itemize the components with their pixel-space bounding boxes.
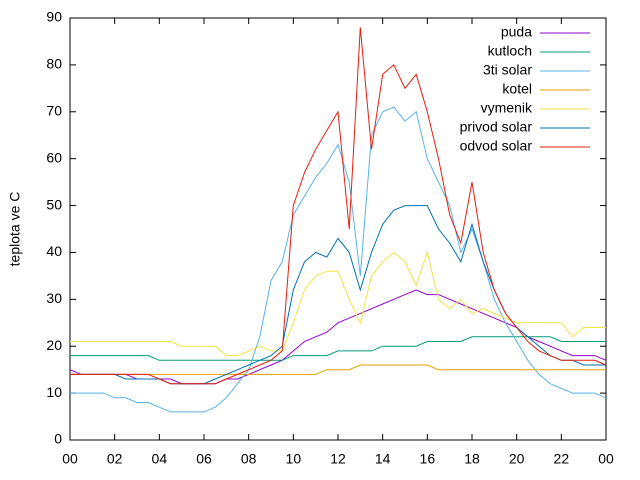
y-tick-label: 30 [46,290,62,306]
legend-label: puda [501,24,532,40]
x-tick-label: 12 [330,451,346,467]
series-line [70,27,607,385]
series-line [70,106,607,413]
x-tick-label: 18 [464,451,480,467]
x-tick-label: 00 [598,451,614,467]
legend-label: 3ti solar [483,62,532,78]
x-tick-label: 00 [62,451,78,467]
y-tick-label: 10 [46,384,62,400]
y-tick-label: 90 [46,9,62,25]
x-tick-label: 20 [509,451,525,467]
legend-label: privod solar [460,119,533,135]
y-tick-label: 80 [46,56,62,72]
x-tick-label: 14 [375,451,391,467]
y-tick-label: 20 [46,337,62,353]
legend-label: kutloch [488,43,532,59]
y-tick-label: 50 [46,196,62,212]
x-tick-label: 22 [554,451,570,467]
legend-label: vymenik [481,100,533,116]
x-tick-label: 06 [196,451,212,467]
x-tick-label: 10 [286,451,302,467]
x-tick-label: 04 [152,451,168,467]
series-line [70,364,606,375]
legend-label: odvod solar [460,138,533,154]
x-tick-label: 08 [241,451,257,467]
y-tick-label: 60 [46,149,62,165]
y-tick-label: 70 [46,102,62,118]
series-line [70,336,606,361]
y-axis-label: teplota ve C [7,192,23,267]
x-tick-label: 02 [107,451,123,467]
y-tick-label: 40 [46,243,62,259]
y-tick-label: 0 [54,431,62,447]
legend-label: kotel [502,81,532,97]
x-tick-label: 16 [420,451,436,467]
series-line [70,250,606,357]
